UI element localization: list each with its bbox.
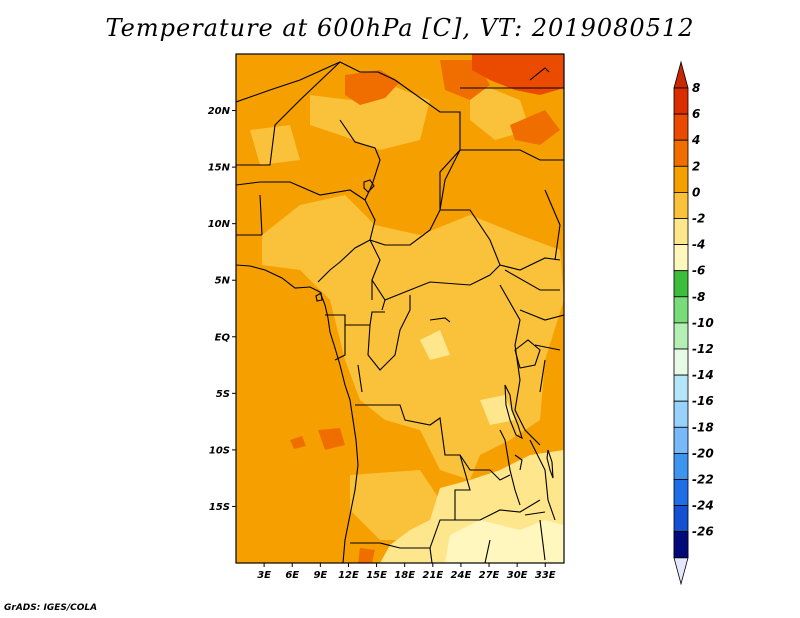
colorbar-label: -24	[692, 499, 714, 513]
colorbar-label: 2	[692, 159, 700, 173]
colorbar-label: -18	[692, 420, 714, 434]
colorbar-label: -10	[692, 316, 714, 330]
field-band-6-8	[472, 54, 564, 95]
map-title: Temperature at 600hPa [C], VT: 201908051…	[105, 14, 695, 42]
colorbar-label: 0	[692, 185, 700, 199]
colorbar-swatch	[673, 244, 689, 272]
colorbar-swatch	[673, 505, 689, 533]
lat-tick-label: 15N	[208, 163, 231, 174]
map-frame	[235, 53, 565, 564]
lat-tick-label: 5N	[215, 276, 231, 287]
lon-tick-label: 21E	[422, 570, 443, 581]
temperature-field	[236, 54, 564, 563]
colorbar-swatch	[673, 270, 689, 298]
lon-tick-label: 6E	[285, 570, 299, 581]
lon-tick-label: 18E	[394, 570, 415, 581]
colorbar-swatch	[673, 479, 689, 507]
colorbar-swatch	[673, 87, 689, 115]
colorbar-label: -6	[692, 264, 705, 278]
colorbar-label: -8	[692, 290, 705, 304]
colorbar-label: 4	[691, 133, 700, 147]
colorbar-label: -14	[692, 368, 714, 382]
field-band-m4-m2	[445, 520, 564, 563]
colorbar-label: 6	[692, 107, 700, 121]
longitude-axis: 3E 6E 9E 12E 15E 18E 21E 24E 27E 30E 33E	[257, 563, 556, 581]
colorbar-swatch	[673, 191, 689, 219]
colorbar-swatch	[673, 113, 689, 141]
colorbar-label: 8	[692, 81, 700, 95]
colorbar-label: -12	[692, 342, 714, 356]
colorbar: 8 6 4 2 0 -2 -4 -6 -8 -10 -12 -14 -16 -18 -20 -22 -24 -26	[673, 60, 714, 586]
lon-tick-label: 12E	[338, 570, 359, 581]
colorbar-label: -20	[692, 446, 714, 460]
lat-tick-label: 10N	[208, 219, 231, 230]
lat-tick-label: 10S	[209, 445, 230, 456]
lon-tick-label: 24E	[451, 570, 472, 581]
field-band-0-2	[250, 80, 564, 540]
lat-tick-label: 15S	[209, 502, 230, 513]
lat-tick-label: 20N	[208, 106, 231, 117]
lake-chad	[363, 179, 375, 193]
colorbar-swatch	[673, 348, 689, 376]
lon-tick-label: 3E	[257, 570, 271, 581]
colorbar-swatch	[673, 374, 689, 402]
colorbar-swatch	[673, 400, 689, 428]
colorbar-label: -16	[692, 394, 714, 408]
colorbar-swatch	[673, 218, 689, 246]
colorbar-label: -22	[692, 473, 714, 487]
colorbar-swatch	[673, 139, 689, 167]
colorbar-label: -26	[692, 525, 714, 539]
lon-tick-label: 30E	[507, 570, 528, 581]
colorbar-bottom-arrow	[673, 557, 689, 586]
lake-victoria	[514, 339, 541, 369]
colorbar-label: -2	[692, 212, 705, 226]
coastline-west	[236, 264, 359, 563]
colorbar-swatch	[673, 322, 689, 350]
lon-tick-label: 9E	[313, 570, 327, 581]
colorbar-label: -4	[692, 238, 705, 252]
colorbar-swatch-deep	[673, 531, 689, 559]
lat-tick-label: 5S	[216, 389, 230, 400]
lake-malawi	[546, 449, 554, 479]
lon-tick-label: 27E	[479, 570, 500, 581]
lat-tick-label: EQ	[215, 332, 231, 343]
colorbar-swatch	[673, 426, 689, 454]
field-band-m2-0	[380, 330, 564, 563]
colorbar-swatch	[673, 452, 689, 480]
colorbar-swatch	[673, 165, 689, 193]
lon-tick-label: 15E	[366, 570, 387, 581]
lon-tick-label: 33E	[535, 570, 556, 581]
grads-credit: GrADS: IGES/COLA	[4, 603, 98, 613]
colorbar-top-arrow	[673, 60, 689, 89]
colorbar-swatch	[673, 296, 689, 324]
country-borders	[236, 61, 564, 563]
latitude-axis: 20N 15N 10N 5N EQ 5S 10S 15S	[208, 106, 236, 513]
lake-tanganyika	[504, 384, 523, 440]
